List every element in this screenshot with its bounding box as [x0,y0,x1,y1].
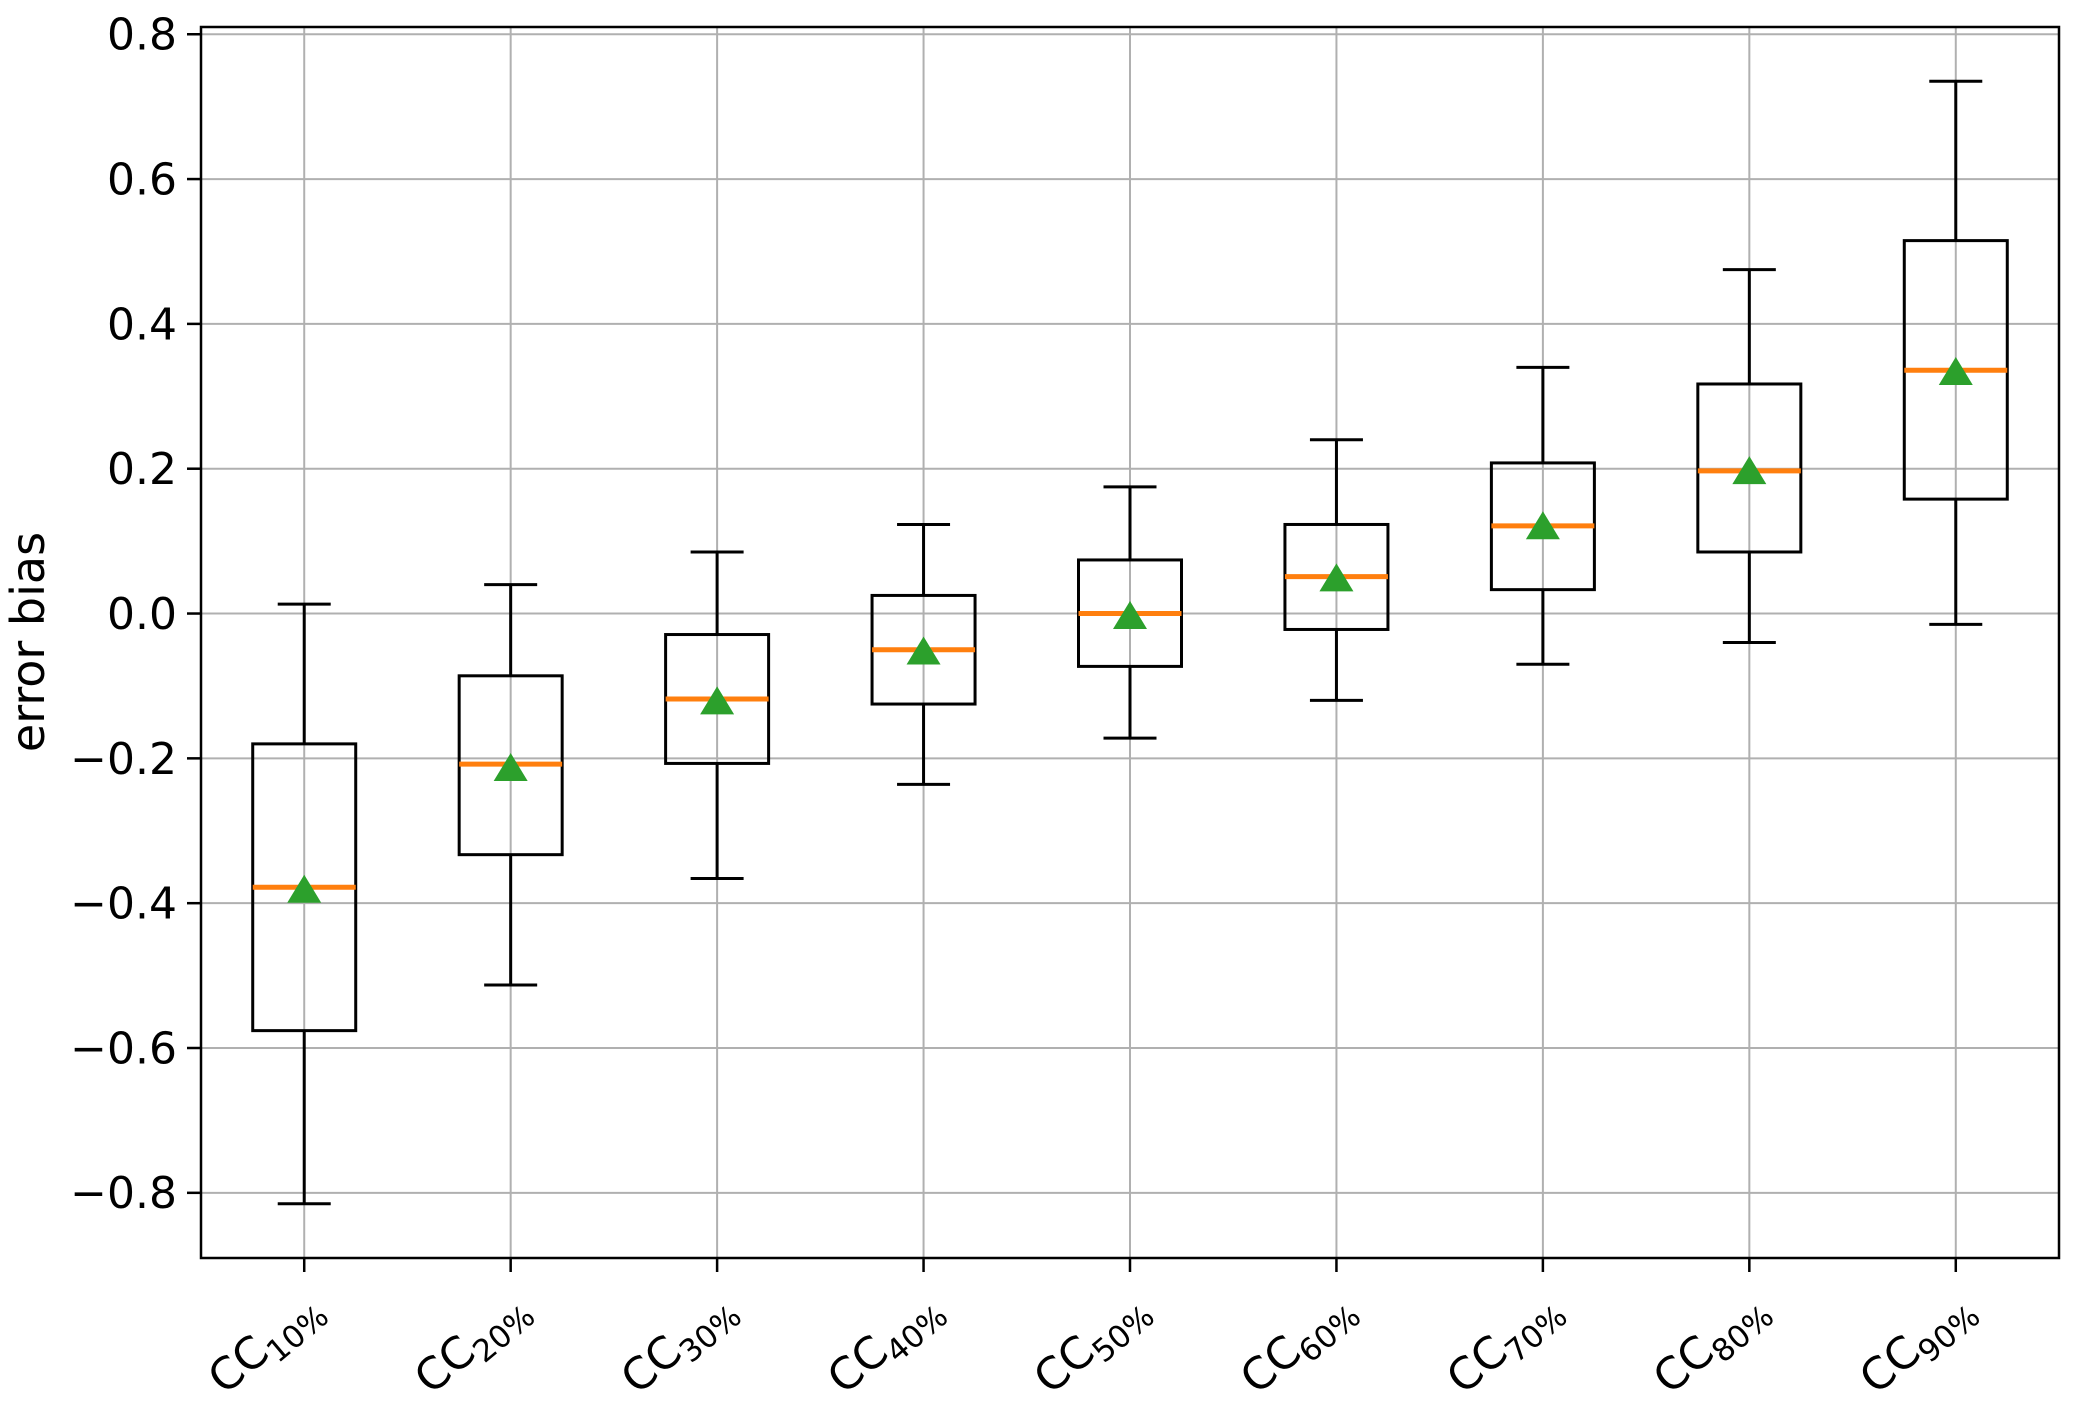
iqr-box [1696,382,1803,554]
box-group [1077,485,1183,740]
axes-layer [187,25,2061,1272]
mean-marker-triangle [493,753,528,782]
y-tick-label: −0.4 [70,879,177,930]
mean-marker-triangle [906,636,941,665]
box-group [870,522,977,786]
plot-frame [199,25,2061,1260]
mean-marker-triangle [1732,456,1767,485]
y-tick-label: 0.0 [107,589,177,640]
y-tick-label: 0.6 [107,154,177,205]
y-axis-label: error bias [1,532,55,752]
mean-marker-triangle [700,686,735,715]
box-group [1696,268,1803,644]
box-group [1283,438,1390,702]
mean-marker-triangle [1938,356,1973,385]
box-group [457,583,564,987]
mean-marker-triangle [1525,511,1560,540]
y-tick-label: 0.2 [107,444,177,495]
box-group [1902,79,2009,626]
mean-marker-triangle [287,874,322,903]
y-tick-label: −0.2 [70,734,177,785]
y-tick-label: −0.8 [70,1168,177,1219]
y-tick-label: 0.4 [107,299,177,350]
mean-marker-triangle [1319,563,1354,592]
y-tick-label: 0.8 [107,10,177,61]
box-group [664,550,771,881]
box-group [251,602,358,1206]
y-tick-label: −0.6 [70,1023,177,1074]
boxes-layer [251,79,2009,1206]
box-group [1489,365,1596,666]
mean-marker-triangle [1113,600,1147,629]
